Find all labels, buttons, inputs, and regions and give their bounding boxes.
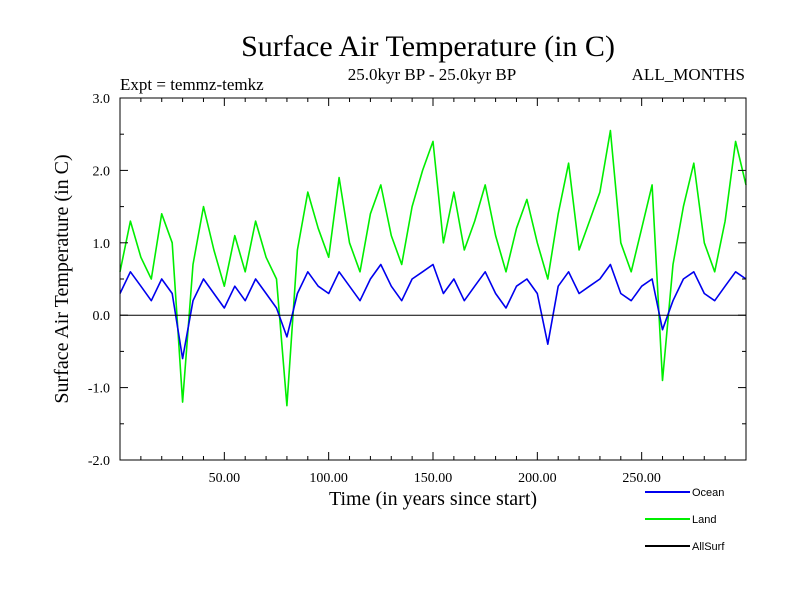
x-tick-label: 100.00 — [309, 471, 348, 486]
y-tick-label: 2.0 — [93, 164, 111, 179]
y-axis-label: Surface Air Temperature (in C) — [51, 154, 73, 403]
legend-label-ocean: Ocean — [692, 487, 724, 499]
legend: Ocean Land AllSurf — [645, 487, 725, 553]
tick-layer: 3.0 2.0 1.0 0.0 -1.0 -2.0 50.00 100.00 150.00 200… — [88, 92, 746, 486]
series-line-land — [119, 129, 747, 407]
chart-subtitle-center: 25.0kyr BP - 25.0kyr BP — [348, 65, 516, 84]
legend-label-land: Land — [692, 514, 716, 526]
y-tick-label: -1.0 — [88, 382, 110, 397]
x-tick-label: 200.00 — [518, 471, 557, 486]
x-tick-label: 50.00 — [209, 471, 241, 486]
series-line-ocean — [119, 263, 747, 360]
series-layer — [119, 129, 747, 407]
x-tick-label: 150.00 — [414, 471, 453, 486]
x-tick-label: 250.00 — [622, 471, 661, 486]
y-tick-label: -2.0 — [88, 454, 110, 469]
y-tick-label: 1.0 — [93, 237, 111, 252]
chart-subtitle-left: Expt = temmz-temkz — [120, 75, 264, 94]
chart-subtitle-right: ALL_MONTHS — [632, 65, 745, 84]
y-tick-label: 3.0 — [93, 92, 111, 107]
legend-label-allsurf: AllSurf — [692, 541, 725, 553]
x-axis-label: Time (in years since start) — [329, 488, 537, 510]
chart-title: Surface Air Temperature (in C) — [241, 30, 615, 63]
y-tick-label: 0.0 — [93, 309, 111, 324]
plot-frame — [119, 97, 747, 461]
